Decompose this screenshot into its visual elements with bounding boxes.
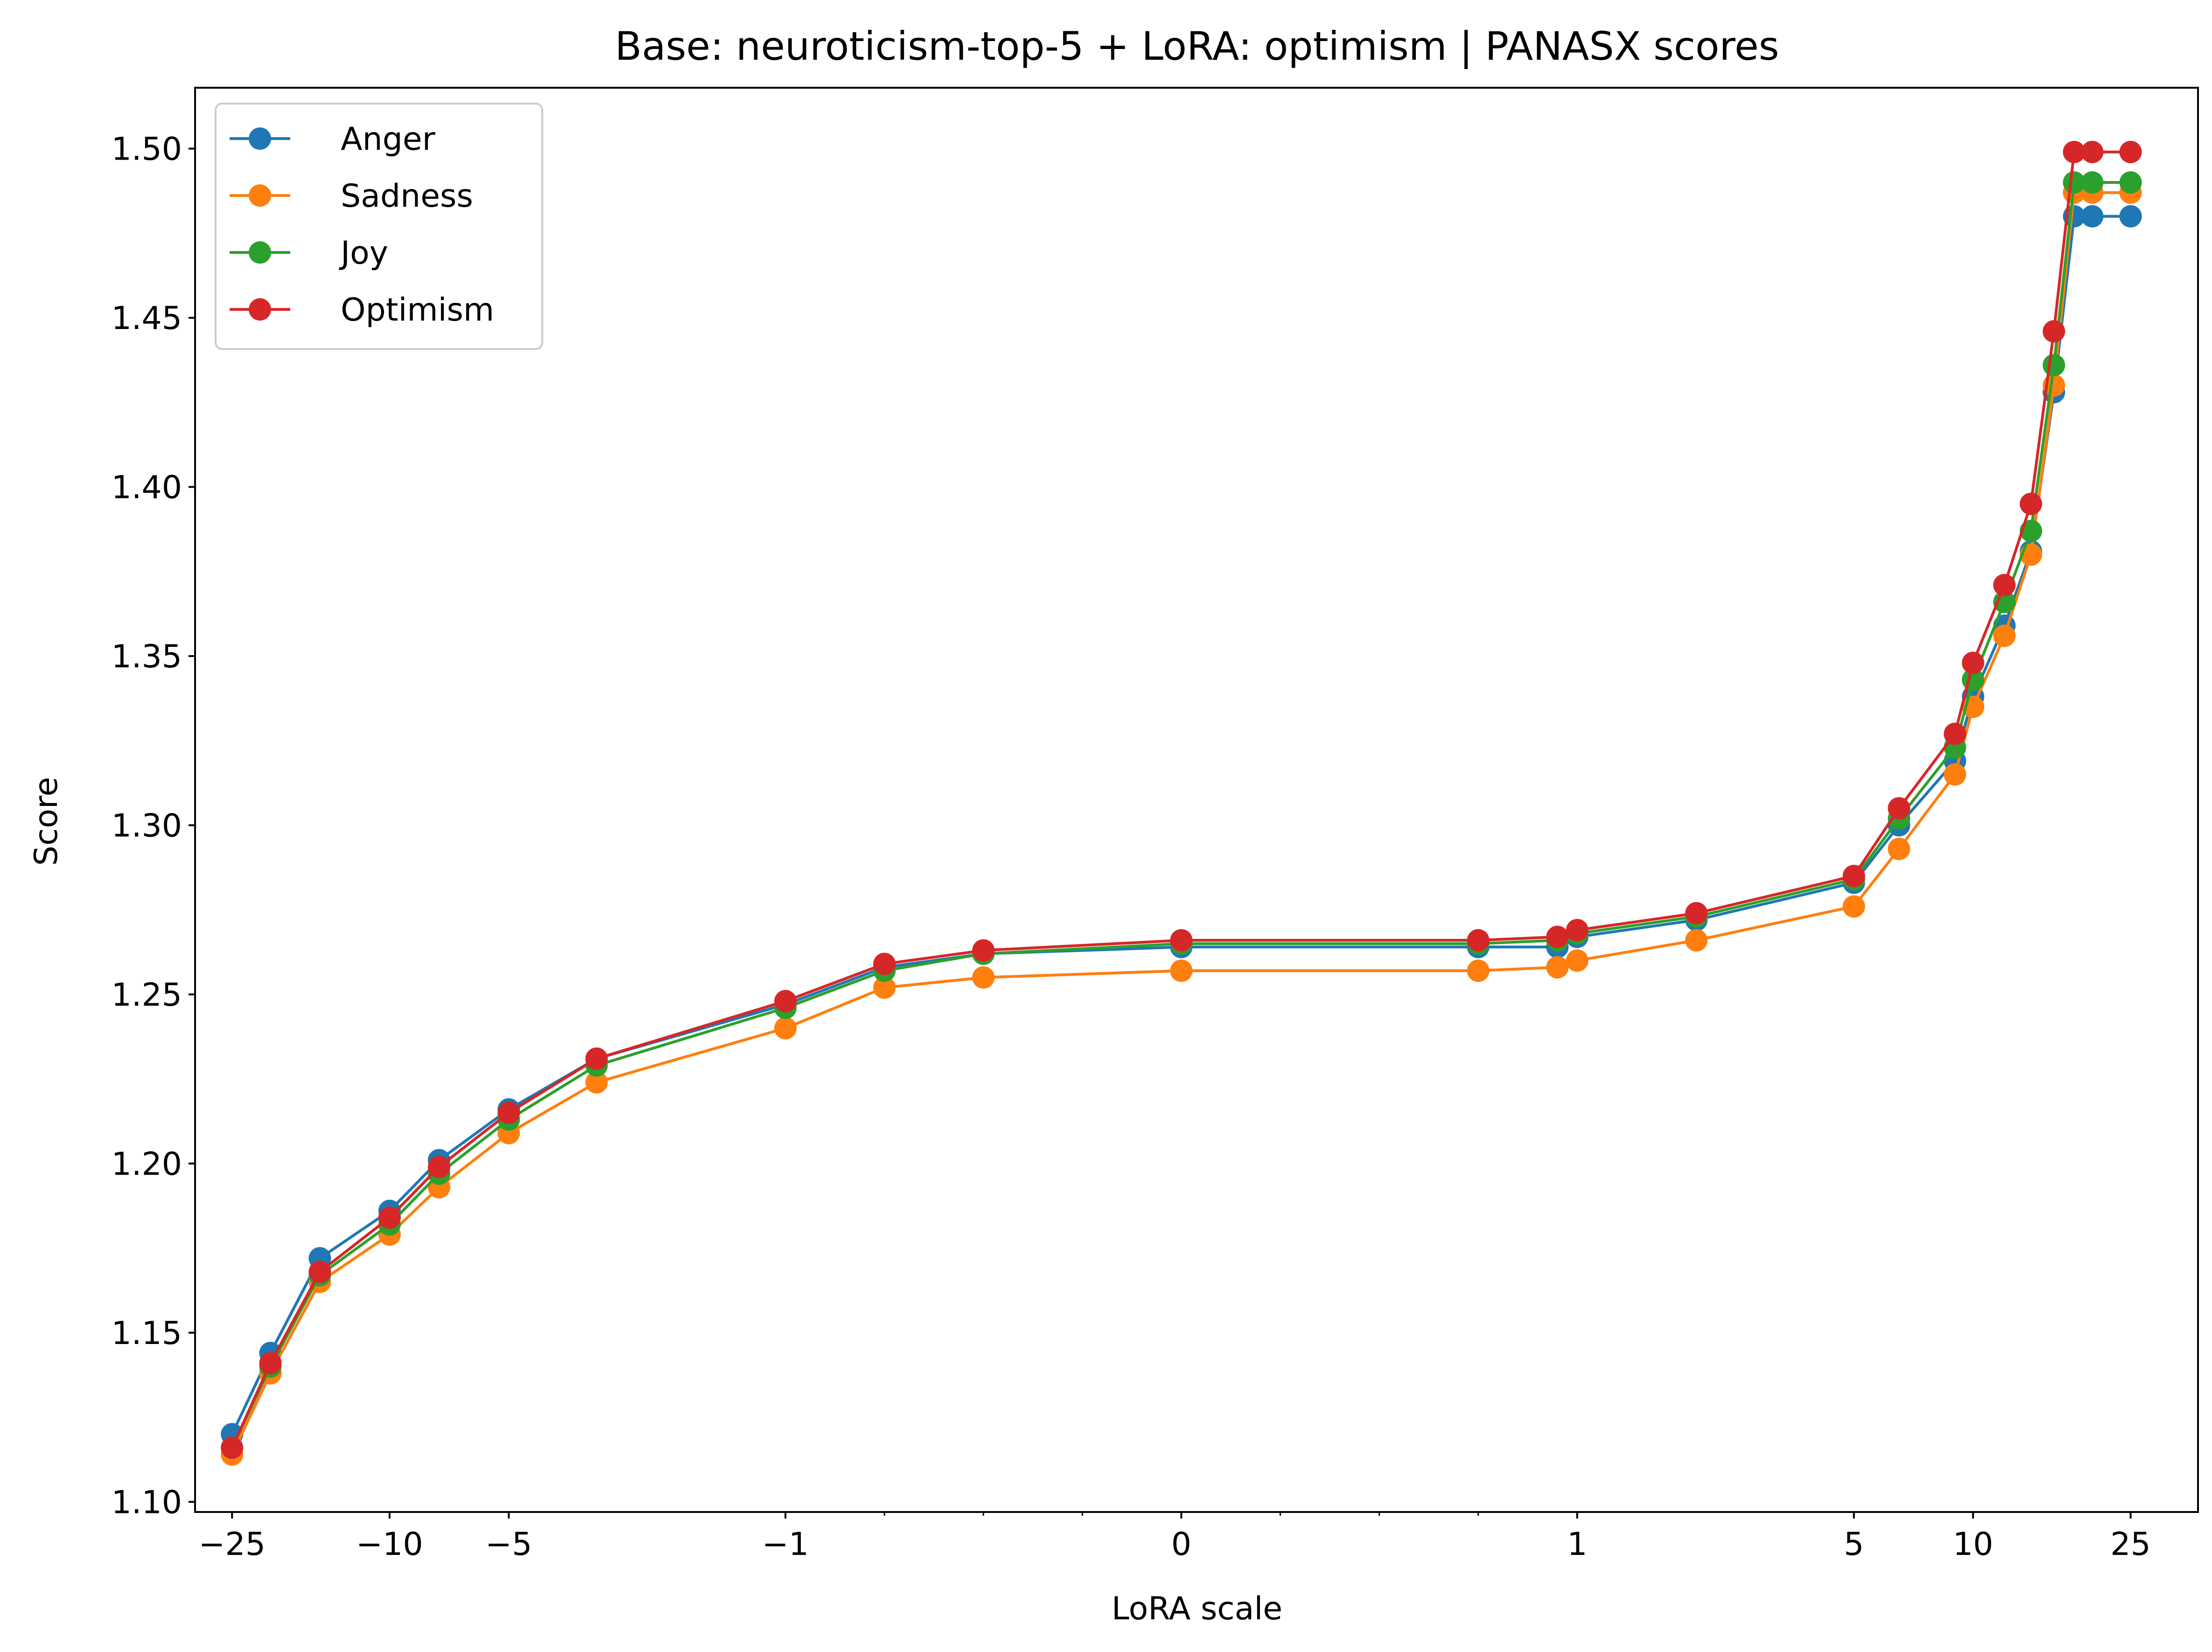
chart-title: Base: neuroticism-top-5 + LoRA: optimism… [615,23,1779,69]
data-point-optimism [378,1206,401,1229]
data-point-optimism [427,1155,450,1178]
data-point-sadness [1944,763,1967,786]
x-tick-label: 1 [1567,1526,1587,1563]
legend-box [215,103,543,350]
y-tick-label: 1.40 [112,469,182,506]
x-tick-label: −1 [762,1526,809,1563]
y-tick-label: 1.15 [112,1315,182,1352]
y-tick-label: 1.20 [112,1146,182,1183]
legend-item-optimism: Optimism [230,292,494,329]
data-point-optimism [2043,320,2065,343]
data-point-sadness [774,1017,797,1040]
data-point-joy [2063,171,2086,194]
x-tick-label: −25 [198,1526,266,1563]
data-point-optimism [1944,722,1967,745]
legend-label: Sadness [341,178,473,215]
y-tick-label: 1.25 [112,977,182,1014]
data-point-sadness [1993,624,2016,647]
x-tick-label: 0 [1171,1526,1191,1563]
plot-frame [194,87,2199,1513]
data-point-optimism [1842,865,1865,888]
data-point-sadness [972,966,995,989]
legend-label: Optimism [341,292,494,329]
data-point-sadness [585,1071,608,1094]
x-tick-label: −10 [356,1526,423,1563]
data-point-joy [2081,171,2104,194]
data-point-joy [2043,354,2065,377]
data-point-sadness [1842,895,1865,918]
y-tick-label: 1.35 [112,638,182,675]
data-point-optimism [2081,140,2104,163]
data-point-optimism [1888,797,1911,820]
data-point-anger [2119,205,2142,228]
data-point-optimism [972,939,995,962]
y-axis-label: Score [28,777,65,866]
legend-label: Joy [339,235,388,272]
data-point-sadness [1170,959,1193,982]
axis-ticks: 1.10 1.15 1.20 1.25 1.30 1.35 1.40 1.45 1.50 −25 −… [112,131,2151,1563]
x-axis-label: LoRA scale [1112,1590,1282,1627]
legend: Anger Sadness Joy Optimism [215,103,543,350]
data-point-optimism [259,1352,282,1374]
data-point-sadness [1888,838,1911,861]
legend-item-anger: Anger [230,121,435,158]
data-point-optimism [1566,919,1589,942]
legend-item-joy: Joy [230,235,388,272]
x-tick-label: 10 [1953,1526,1994,1563]
plot-marks [221,140,2142,1466]
data-point-sadness [1566,949,1589,972]
legend-label: Anger [341,121,435,158]
data-point-joy [2119,171,2142,194]
data-point-optimism [1993,574,2016,596]
y-tick-label: 1.10 [112,1484,182,1521]
data-point-optimism [2020,492,2042,515]
y-tick-label: 1.50 [112,131,182,168]
data-point-optimism [1962,651,1984,674]
data-point-optimism [873,952,896,975]
series-optimism [221,140,2142,1459]
legend-marker [249,127,271,150]
legend-marker [249,241,271,264]
data-point-optimism [1170,929,1193,952]
x-tick-label: 5 [1844,1526,1864,1563]
data-point-sadness [873,976,896,999]
legend-marker [249,298,271,321]
data-point-sadness [1685,929,1708,952]
data-point-optimism [585,1047,608,1070]
data-point-optimism [2119,140,2142,163]
data-point-optimism [1546,925,1569,948]
legend-item-sadness: Sadness [230,178,473,215]
data-point-optimism [308,1260,331,1283]
data-point-sadness [1546,956,1569,979]
data-point-optimism [1685,902,1708,924]
data-point-anger [2081,205,2104,228]
data-point-optimism [1467,929,1490,952]
data-point-optimism [497,1101,520,1124]
data-point-sadness [1467,959,1490,982]
x-tick-label: 25 [2110,1526,2151,1563]
legend-marker [249,184,271,207]
y-tick-label: 1.45 [112,300,182,337]
data-point-optimism [2063,140,2086,163]
x-tick-label: −5 [485,1526,532,1563]
data-point-optimism [221,1436,244,1459]
y-tick-label: 1.30 [112,807,182,844]
data-point-optimism [774,990,797,1013]
